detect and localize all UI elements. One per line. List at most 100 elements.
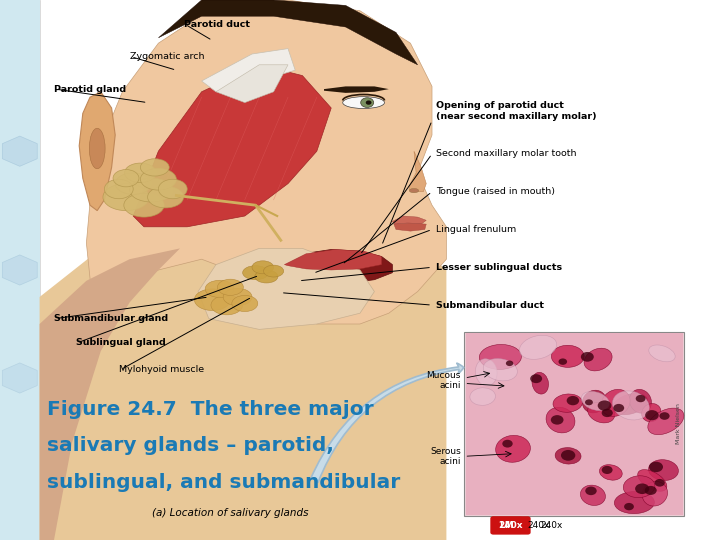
Ellipse shape	[642, 482, 667, 506]
Circle shape	[624, 503, 634, 510]
Polygon shape	[86, 0, 446, 324]
Circle shape	[602, 409, 613, 417]
Circle shape	[567, 396, 579, 406]
Ellipse shape	[124, 193, 164, 217]
Ellipse shape	[103, 184, 149, 211]
Ellipse shape	[475, 359, 497, 386]
Text: Mark Nielsen: Mark Nielsen	[676, 403, 680, 444]
Ellipse shape	[264, 265, 284, 277]
Polygon shape	[409, 151, 426, 192]
Text: Lesser sublingual ducts: Lesser sublingual ducts	[436, 263, 562, 272]
Ellipse shape	[648, 408, 684, 435]
Ellipse shape	[588, 402, 615, 423]
Ellipse shape	[555, 448, 581, 464]
Ellipse shape	[255, 270, 278, 283]
Polygon shape	[158, 0, 418, 65]
Circle shape	[559, 359, 567, 365]
Polygon shape	[394, 223, 426, 231]
Ellipse shape	[148, 186, 184, 208]
Ellipse shape	[113, 170, 139, 187]
Polygon shape	[40, 205, 446, 540]
Text: Lingual frenulum: Lingual frenulum	[436, 225, 516, 234]
Circle shape	[551, 415, 564, 424]
Ellipse shape	[581, 392, 609, 410]
Ellipse shape	[613, 391, 649, 420]
Ellipse shape	[582, 390, 606, 413]
Circle shape	[361, 98, 374, 107]
Text: Parotid duct: Parotid duct	[184, 20, 250, 29]
Polygon shape	[79, 92, 115, 211]
Circle shape	[645, 410, 659, 420]
Text: LM: LM	[500, 521, 514, 530]
Ellipse shape	[642, 403, 661, 422]
Polygon shape	[392, 216, 426, 224]
Ellipse shape	[613, 394, 647, 415]
Ellipse shape	[649, 460, 678, 481]
Circle shape	[660, 412, 670, 420]
Circle shape	[506, 361, 513, 366]
Polygon shape	[284, 249, 382, 270]
Ellipse shape	[480, 345, 521, 369]
Ellipse shape	[624, 476, 655, 498]
Ellipse shape	[243, 266, 269, 280]
Polygon shape	[324, 86, 389, 93]
Ellipse shape	[125, 163, 156, 183]
FancyBboxPatch shape	[491, 517, 523, 534]
FancyBboxPatch shape	[490, 516, 531, 535]
Ellipse shape	[158, 179, 187, 199]
Ellipse shape	[600, 464, 622, 480]
Ellipse shape	[614, 491, 654, 514]
Ellipse shape	[519, 335, 557, 359]
Circle shape	[530, 374, 542, 383]
Polygon shape	[40, 248, 180, 540]
Text: Submandibular gland: Submandibular gland	[54, 314, 168, 323]
Bar	[464, 332, 684, 516]
Text: Tongue (raised in mouth): Tongue (raised in mouth)	[436, 187, 554, 196]
Text: Sublingual gland: Sublingual gland	[76, 339, 166, 347]
Text: Submandibular duct: Submandibular duct	[436, 301, 544, 309]
Text: 240x: 240x	[528, 521, 550, 530]
Ellipse shape	[601, 389, 630, 416]
Ellipse shape	[223, 288, 252, 306]
Ellipse shape	[495, 435, 531, 462]
Circle shape	[654, 479, 665, 487]
Circle shape	[585, 400, 593, 405]
Circle shape	[561, 450, 575, 461]
Text: Mucous
acini: Mucous acini	[426, 371, 461, 390]
Ellipse shape	[584, 348, 612, 371]
Ellipse shape	[552, 345, 584, 367]
Ellipse shape	[409, 188, 418, 193]
Text: Zygomatic arch: Zygomatic arch	[130, 52, 204, 61]
Ellipse shape	[104, 179, 133, 199]
Circle shape	[644, 486, 657, 495]
Circle shape	[598, 401, 611, 411]
Polygon shape	[133, 65, 331, 227]
Ellipse shape	[115, 173, 151, 194]
Ellipse shape	[649, 345, 675, 362]
Polygon shape	[202, 49, 295, 92]
Ellipse shape	[217, 279, 243, 295]
Ellipse shape	[580, 485, 606, 505]
Circle shape	[503, 440, 513, 448]
Text: (a) Location of salivary glands: (a) Location of salivary glands	[152, 508, 309, 518]
Circle shape	[635, 483, 649, 494]
Text: salivary glands – parotid,: salivary glands – parotid,	[47, 436, 333, 455]
Ellipse shape	[140, 168, 176, 190]
Text: 240x: 240x	[540, 521, 562, 530]
Text: Parotid gland: Parotid gland	[54, 85, 126, 93]
Bar	[0, 0, 40, 540]
Ellipse shape	[252, 261, 274, 274]
Text: Second maxillary molar tooth: Second maxillary molar tooth	[436, 150, 576, 158]
Ellipse shape	[343, 97, 384, 109]
Ellipse shape	[553, 394, 582, 413]
Polygon shape	[216, 65, 288, 103]
Ellipse shape	[140, 159, 169, 176]
Ellipse shape	[532, 372, 549, 394]
Circle shape	[613, 404, 624, 412]
Ellipse shape	[89, 128, 105, 168]
Circle shape	[636, 395, 646, 402]
Ellipse shape	[211, 295, 243, 315]
Text: Figure 24.7  The three major: Figure 24.7 The three major	[47, 400, 374, 419]
Circle shape	[581, 352, 594, 362]
Ellipse shape	[130, 178, 173, 202]
